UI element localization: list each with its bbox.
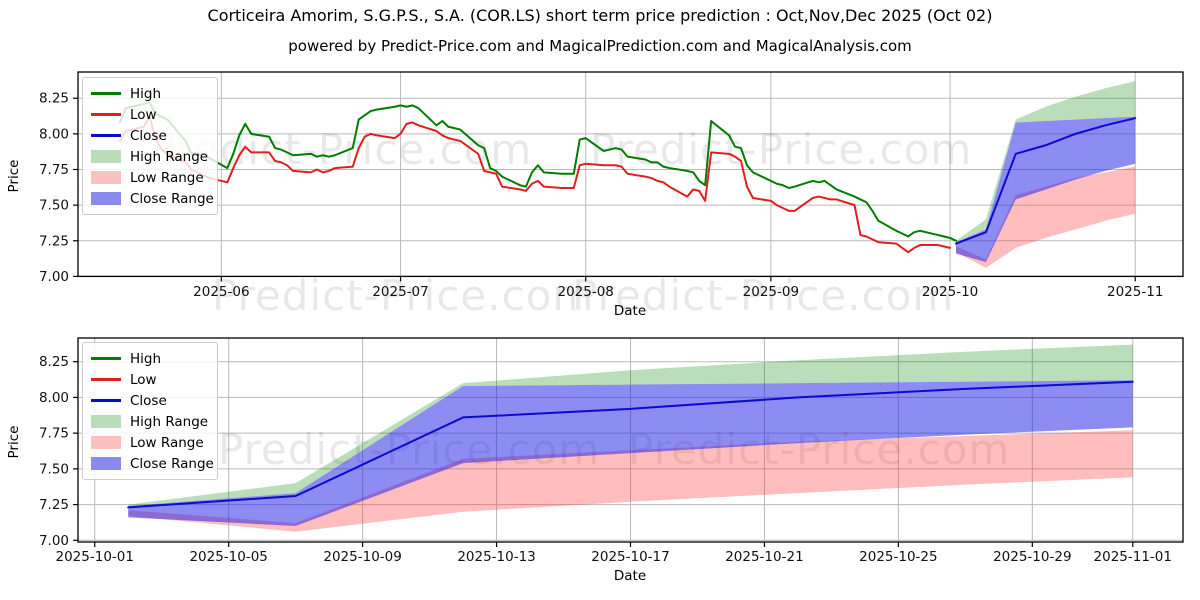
legend-item-high: High [91, 348, 209, 369]
high-line [118, 101, 958, 242]
y-tick-label: 7.25 [39, 233, 69, 249]
high-range-area [956, 81, 1136, 243]
figure-title: Corticeira Amorim, S.G.P.S., S.A. (COR.L… [207, 6, 993, 25]
low-range-swatch [91, 436, 121, 449]
watermark-text: Predict-Price.com [590, 125, 972, 174]
legend-item-low-range: Low Range [91, 167, 209, 188]
x-tick-label: 2025-06 [193, 284, 249, 300]
legend-label-low-range: Low Range [130, 434, 204, 451]
legend-item-low-range: Low Range [91, 432, 209, 453]
y-tick-label: 7.00 [39, 269, 69, 285]
top-price-axis-label: Price [6, 159, 22, 193]
x-tick-label: 2025-08 [557, 284, 613, 300]
legend-item-close: Close [91, 390, 209, 411]
legend-item-close-range: Close Range [91, 453, 214, 474]
legend-item-high-range: High Range [91, 411, 209, 432]
legend-label-high-range: High Range [130, 148, 209, 165]
legend-label-high: High [130, 85, 162, 102]
bottom-date-axis-label: Date [613, 568, 647, 584]
legend-label-close: Close [130, 127, 167, 144]
figure-subtitle: powered by Predict-Price.com and Magical… [288, 37, 912, 55]
y-tick-label: 7.25 [39, 497, 69, 513]
legend-item-low: Low [91, 104, 209, 125]
low-line [118, 115, 952, 254]
x-tick-label: 2025-09 [743, 284, 799, 300]
y-tick-label: 7.50 [39, 461, 69, 477]
legend-label-close: Close [130, 392, 167, 409]
legend-label-low-range: Low Range [130, 169, 204, 186]
x-tick-label: 2025-10-13 [457, 549, 535, 565]
x-tick-label: 2025-11 [1107, 284, 1163, 300]
close-range-area [956, 116, 1136, 263]
bottom-chart-legend: High Low Close High Range Low Range Clos… [82, 342, 218, 480]
watermark-text: Predict-Price.com [212, 271, 594, 320]
low-line-swatch [91, 378, 121, 381]
legend-label-close-range: Close Range [130, 455, 214, 472]
x-tick-label: 2025-10-09 [323, 549, 401, 565]
legend-item-close-range: Close Range [91, 188, 214, 209]
close-line-swatch [91, 399, 121, 402]
legend-item-close: Close [91, 125, 209, 146]
close-range-area [128, 380, 1133, 526]
legend-item-high: High [91, 83, 209, 104]
legend-label-low: Low [130, 106, 157, 123]
close-range-swatch [91, 457, 121, 470]
low-range-swatch [91, 171, 121, 184]
legend-label-low: Low [130, 371, 157, 388]
watermark-text: Predict-Price.com [572, 271, 954, 320]
bottom-chart: Predict-Price.comPredict-Price.com7.007.… [39, 337, 1184, 565]
x-tick-label: 2025-10-29 [993, 549, 1071, 565]
low-line-swatch [91, 113, 121, 116]
plot-border [77, 71, 1184, 278]
y-tick-label: 7.75 [39, 426, 69, 442]
y-tick-label: 7.00 [39, 533, 69, 549]
y-tick-label: 8.00 [39, 390, 69, 406]
close-range-swatch [91, 192, 121, 205]
close-prediction-line [127, 380, 1134, 509]
high-line-swatch [91, 357, 121, 360]
legend-item-low: Low [91, 369, 209, 390]
y-tick-label: 7.50 [39, 198, 69, 214]
close-prediction-line [955, 117, 1137, 245]
y-tick-label: 8.25 [39, 354, 69, 370]
y-tick-label: 8.00 [39, 126, 69, 142]
legend-item-high-range: High Range [91, 146, 209, 167]
close-line-swatch [91, 134, 121, 137]
low-range-area [128, 430, 1133, 532]
x-tick-label: 2025-07 [372, 284, 428, 300]
bottom-price-axis-label: Price [6, 425, 22, 459]
x-tick-label: 2025-11-01 [1094, 549, 1172, 565]
y-tick-label: 7.75 [39, 162, 69, 178]
legend-label-high: High [130, 350, 162, 367]
top-chart-legend: High Low Close High Range Low Range Clos… [82, 77, 218, 215]
high-range-swatch [91, 415, 121, 428]
y-tick-label: 8.25 [39, 91, 69, 107]
x-tick-label: 2025-10-21 [725, 549, 803, 565]
x-tick-label: 2025-10-01 [56, 549, 134, 565]
top-date-axis-label: Date [613, 303, 647, 319]
high-range-area [128, 344, 1133, 506]
high-line-swatch [91, 92, 121, 95]
legend-label-high-range: High Range [130, 413, 209, 430]
high-range-swatch [91, 150, 121, 163]
x-tick-label: 2025-10-17 [591, 549, 669, 565]
low-range-area [956, 166, 1136, 268]
x-tick-label: 2025-10 [922, 284, 978, 300]
legend-label-close-range: Close Range [130, 190, 214, 207]
x-tick-label: 2025-10-05 [189, 549, 267, 565]
x-tick-label: 2025-10-25 [859, 549, 937, 565]
